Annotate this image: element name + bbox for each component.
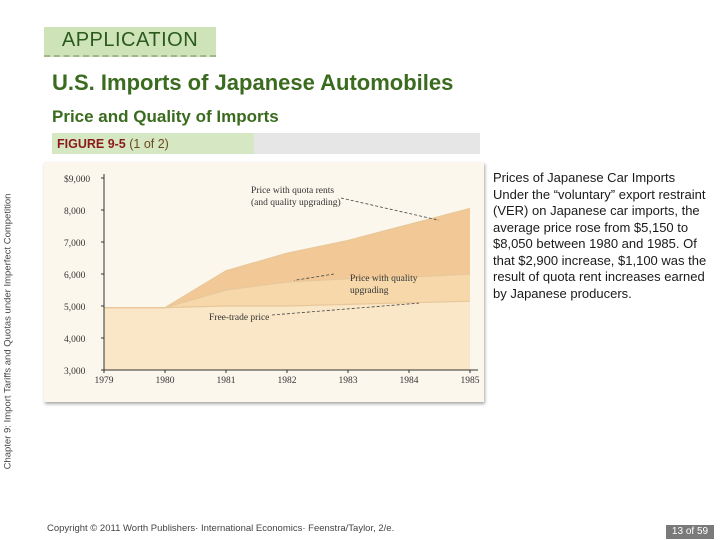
copyright-footer: Copyright © 2011 Worth Publishers· Inter… xyxy=(47,523,395,534)
series-line-2 xyxy=(104,207,471,309)
annotation-quota-rents: Price with quota rents xyxy=(251,186,334,196)
y-tick-label: 4,000 xyxy=(64,335,86,345)
annotation-quality: Price with quality xyxy=(350,274,418,284)
x-tick-label: 1980 xyxy=(156,376,175,386)
quota-rents-area xyxy=(104,208,470,308)
figure-number: FIGURE 9-5 xyxy=(57,137,126,151)
section-label: APPLICATION xyxy=(44,27,216,57)
annotation-quality-line2: upgrading xyxy=(350,286,389,296)
figure-label: FIGURE 9-5 (1 of 2) xyxy=(57,137,169,151)
notes-panel: Prices of Japanese Car Imports Under the… xyxy=(493,170,715,302)
y-tick-label: 8,000 xyxy=(64,207,86,217)
x-tick-label: 1984 xyxy=(400,376,419,386)
chapter-side-label: Chapter 9: Import Tariffs and Quotas und… xyxy=(2,193,14,470)
figure-part: (1 of 2) xyxy=(129,137,169,151)
page-number: 13 of 59 xyxy=(666,525,714,539)
chart-panel: $9,000 8,000 7,000 6,000 5,000 4,000 3,000 1979… xyxy=(44,162,484,402)
annotation-free-trade: Free-trade price xyxy=(209,313,269,323)
slide-title: U.S. Imports of Japanese Automobiles xyxy=(52,70,454,95)
y-tick-label: $9,000 xyxy=(64,174,90,185)
notes-heading: Prices of Japanese Car Imports xyxy=(493,170,676,185)
annotation-pointer-quality xyxy=(293,273,335,281)
x-tick-label: 1981 xyxy=(217,376,236,386)
annotation-quota-rents-line2: (and quality upgrading) xyxy=(251,197,341,208)
x-tick-label: 1983 xyxy=(339,376,358,386)
y-tick-label: 7,000 xyxy=(64,239,86,249)
x-tick-label: 1985 xyxy=(461,376,480,386)
notes-body: Under the “voluntary” export restraint (… xyxy=(493,186,707,301)
y-tick-label: 5,000 xyxy=(64,303,86,313)
slide-subtitle: Price and Quality of Imports xyxy=(52,107,279,126)
x-tick-label: 1979 xyxy=(95,376,114,386)
y-tick-label: 3,000 xyxy=(64,367,86,377)
y-tick-label: 6,000 xyxy=(64,271,86,281)
free-trade-area xyxy=(104,301,470,370)
annotation-pointer-quota xyxy=(340,197,440,221)
figure-tab xyxy=(52,133,254,154)
annotation-pointer-free-trade xyxy=(271,302,420,316)
x-tick-label: 1982 xyxy=(278,376,297,386)
price-chart: $9,000 8,000 7,000 6,000 5,000 4,000 3,000 1979… xyxy=(64,174,480,386)
